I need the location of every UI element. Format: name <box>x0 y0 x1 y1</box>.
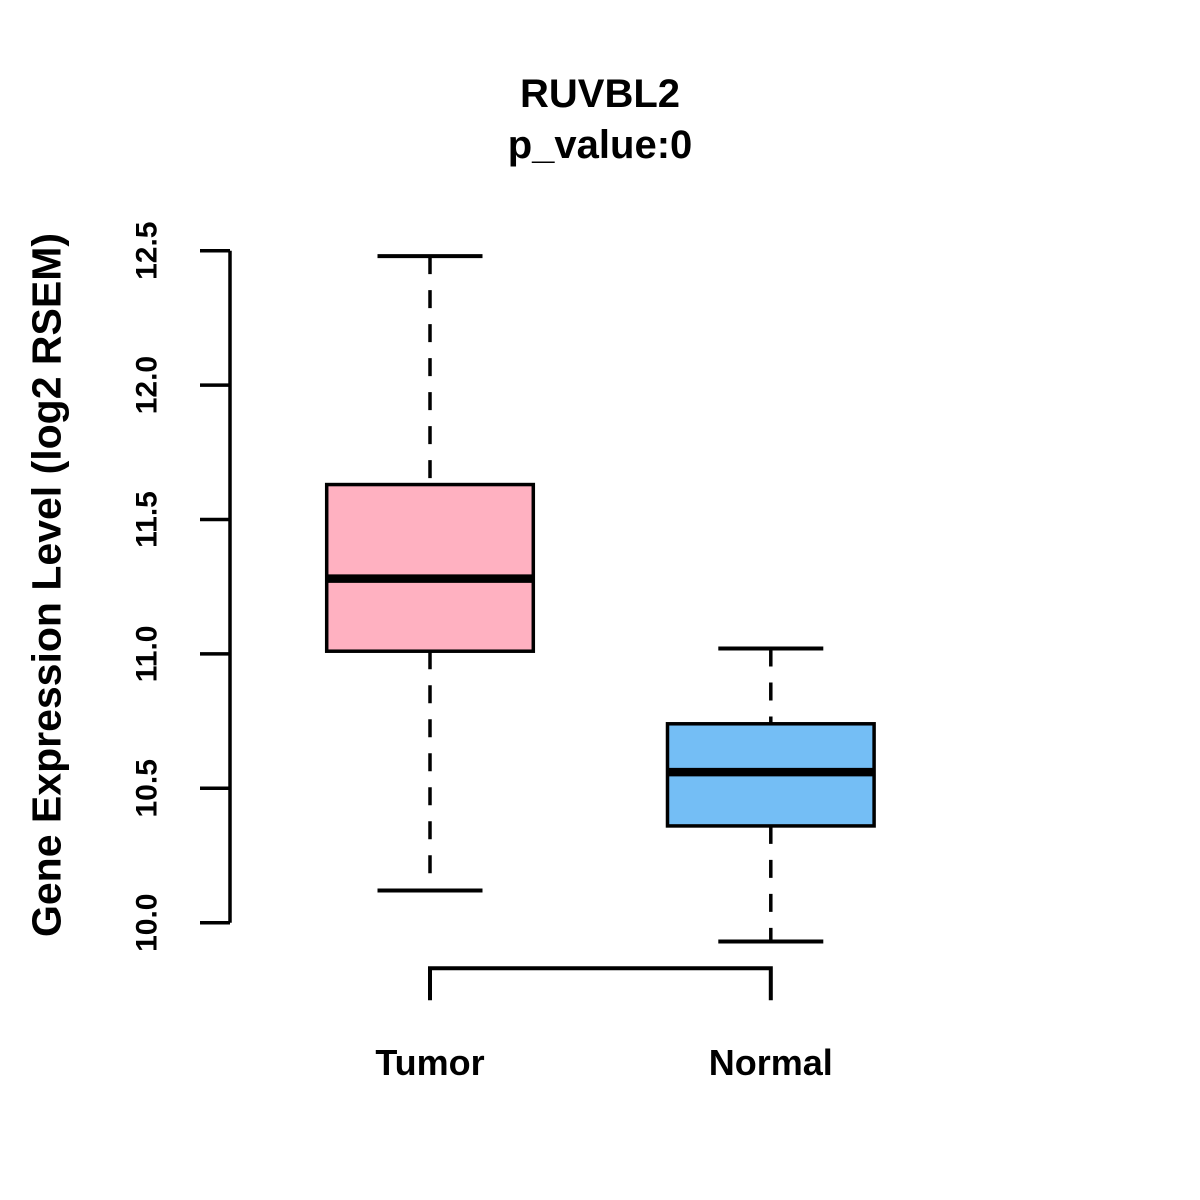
y-axis-tick-label: 10.0 <box>131 894 164 952</box>
y-axis-title: Gene Expression Level (log2 RSEM) <box>23 233 69 937</box>
y-axis-tick-label: 12.5 <box>131 222 164 280</box>
plot-area <box>324 254 876 944</box>
category-label-tumor: Tumor <box>375 1042 484 1083</box>
x-axis-bracket <box>428 966 773 1001</box>
y-axis-tick-label: 11.5 <box>131 491 164 548</box>
x-axis-line <box>428 966 773 1001</box>
y-axis-tick-label: 12.0 <box>131 356 164 414</box>
y-axis-tick-label: 10.5 <box>131 759 164 817</box>
chart-subtitle: p_value:0 <box>508 123 693 167</box>
chart-title: RUVBL2 <box>520 72 680 116</box>
y-axis: 10.0 10.5 11.0 11.5 12.0 12.5 <box>131 222 232 952</box>
box-tumor <box>324 482 536 653</box>
category-label-normal: Normal <box>709 1042 833 1083</box>
y-axis-tick-label: 11.0 <box>131 626 164 683</box>
